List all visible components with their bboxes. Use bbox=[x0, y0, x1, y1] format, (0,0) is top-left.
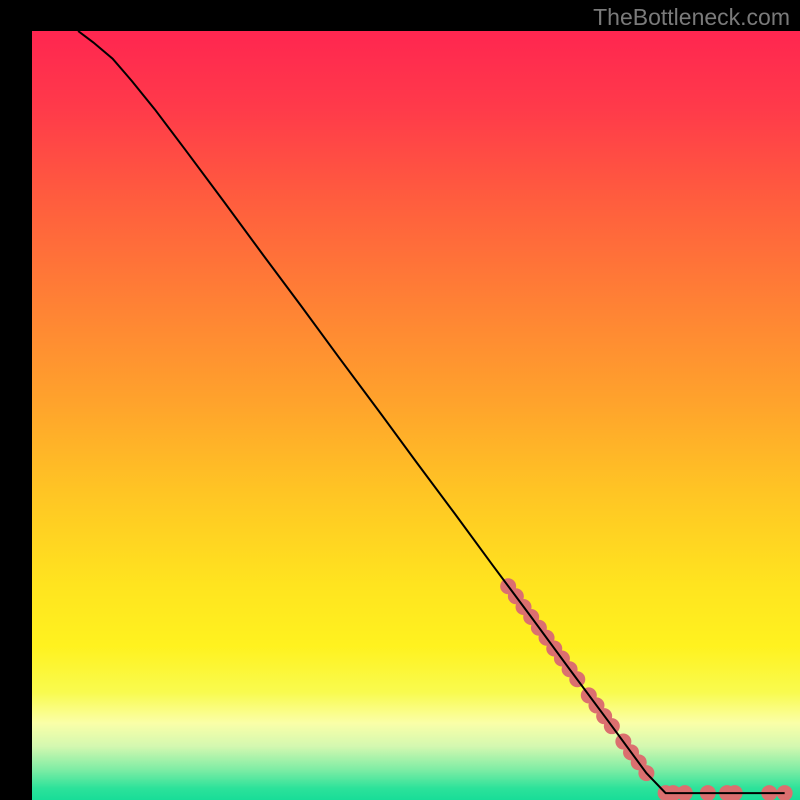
chart-plot-area bbox=[32, 31, 800, 800]
watermark-text: TheBottleneck.com bbox=[593, 4, 790, 31]
plot-background bbox=[32, 31, 800, 800]
chart-container: TheBottleneck.com bbox=[0, 0, 800, 800]
